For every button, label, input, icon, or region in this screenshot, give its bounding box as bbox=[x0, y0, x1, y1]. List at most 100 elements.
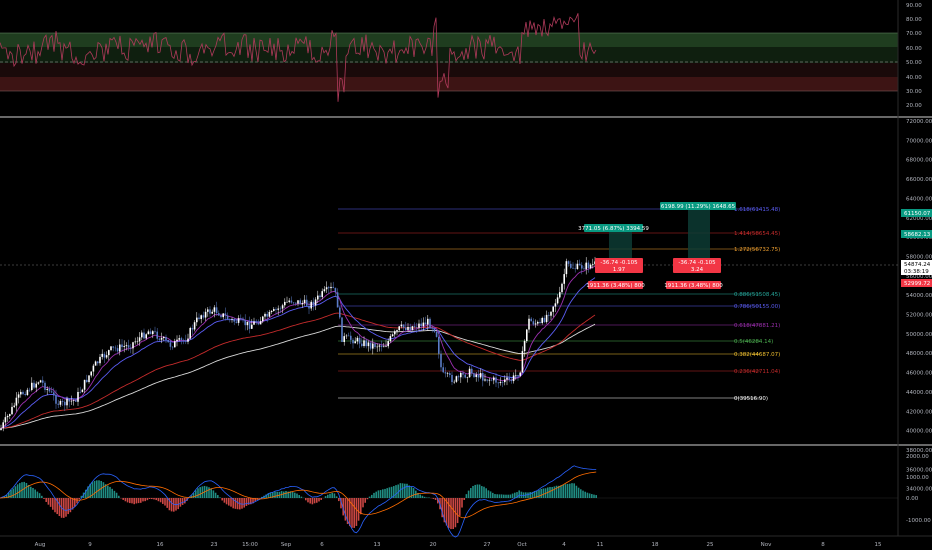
long-position-2-target-label[interactable]: 6198.99 (11.29%) 1648.65 bbox=[660, 202, 736, 210]
candle-body bbox=[488, 379, 491, 381]
macd-histogram-bar bbox=[492, 492, 494, 498]
fibonacci-extension[interactable]: 1.618(61415.48) 1.414(58654.45) 1.272(5673… bbox=[338, 207, 780, 402]
candle-body bbox=[163, 337, 165, 339]
candle-body bbox=[314, 299, 317, 306]
macd-histogram-bar bbox=[434, 498, 437, 500]
candle-body bbox=[251, 324, 253, 329]
macd-histogram-bar bbox=[305, 498, 307, 501]
macd-histogram-bar bbox=[146, 498, 149, 501]
candle-body bbox=[233, 318, 235, 322]
candle-body bbox=[567, 261, 570, 264]
candle-body bbox=[224, 313, 227, 316]
candle-body bbox=[334, 287, 337, 293]
candle-body bbox=[455, 376, 458, 382]
candle-body bbox=[578, 263, 581, 266]
time-axis[interactable]: Aug 9 16 23 15:00 Sep 6 13 20 27 Oct 4 11 18 25 Nov 8 15 bbox=[35, 542, 882, 548]
candle-body bbox=[2, 422, 4, 429]
price-pane[interactable]: 1.618(61415.48) 1.414(58654.45) 1.272(5673… bbox=[0, 202, 898, 432]
macd-histogram-bar bbox=[584, 491, 586, 498]
macd-histogram-bar bbox=[113, 490, 116, 498]
candle-body bbox=[530, 318, 532, 322]
price-axis[interactable]: 72000.00 70000.00 68000.00 66000.00 64000.00… bbox=[906, 119, 932, 493]
candle-body bbox=[323, 289, 326, 292]
macd-histogram-bar bbox=[349, 498, 351, 527]
long-position-2-profit-zone[interactable] bbox=[688, 206, 710, 265]
macd-histogram-bar bbox=[98, 480, 100, 498]
candle-body bbox=[231, 318, 233, 320]
candle-body bbox=[559, 292, 561, 298]
price-axis-label: 34000.00 bbox=[906, 487, 932, 493]
price-axis-label: 62000.00 bbox=[906, 216, 932, 222]
candle-body bbox=[72, 400, 75, 401]
candle-body bbox=[136, 341, 139, 343]
macd-histogram-bar bbox=[111, 488, 113, 498]
macd-histogram-bar bbox=[353, 498, 355, 528]
candle-body bbox=[154, 331, 156, 332]
fib-level-label: 0.886(51508.45) bbox=[734, 292, 780, 298]
macd-histogram-bar bbox=[195, 490, 197, 498]
candle-body bbox=[101, 353, 103, 357]
macd-histogram-bar bbox=[298, 495, 300, 498]
long-position-1-target-label[interactable]: 3771.05 (6.87%) 3394.59 bbox=[578, 224, 649, 232]
candle-body bbox=[343, 336, 345, 342]
candle-body bbox=[288, 300, 290, 302]
macd-histogram-bar bbox=[276, 491, 278, 498]
long-position-1-profit-zone[interactable] bbox=[609, 232, 632, 265]
macd-histogram-bar bbox=[404, 483, 406, 498]
macd-histogram-bar bbox=[531, 491, 534, 498]
position-1-pnl-label[interactable]: -36.74 -0.105 1.97 bbox=[595, 258, 643, 273]
macd-histogram-bar bbox=[76, 498, 78, 504]
candle-body bbox=[215, 307, 218, 314]
candle-body bbox=[86, 379, 88, 382]
candle-body bbox=[290, 300, 293, 303]
candle-body bbox=[501, 381, 504, 383]
ema-slow-line bbox=[0, 312, 596, 429]
macd-axis[interactable]: 2000.00 1000.00 0.00 -1000.00 bbox=[906, 454, 931, 524]
macd-histogram-bar bbox=[8, 492, 10, 498]
macd-histogram-bar bbox=[368, 496, 371, 498]
rsi-pane[interactable] bbox=[0, 13, 898, 102]
rsi-axis[interactable]: 90.00 80.00 70.00 60.00 50.00 40.00 30.00 20.00 bbox=[906, 3, 922, 109]
position-1-stop-label[interactable]: 1911.36 (3.48%) 800 bbox=[586, 281, 645, 289]
macd-histogram-bar bbox=[582, 490, 584, 498]
candle-body bbox=[297, 300, 299, 304]
candle-body bbox=[523, 341, 526, 352]
candle-body bbox=[574, 268, 576, 270]
macd-histogram-bar bbox=[351, 498, 353, 528]
candle-body bbox=[275, 309, 277, 310]
macd-histogram-bar bbox=[470, 488, 472, 498]
candle-body bbox=[402, 324, 405, 328]
macd-histogram-bar bbox=[566, 483, 569, 498]
macd-histogram-bar bbox=[518, 490, 520, 498]
candle-body bbox=[138, 337, 141, 342]
macd-histogram-bar bbox=[228, 498, 230, 506]
candle-body bbox=[147, 331, 150, 335]
macd-histogram-bar bbox=[483, 486, 485, 498]
candle-body bbox=[160, 338, 163, 340]
candle-body bbox=[587, 262, 590, 269]
macd-histogram-bar bbox=[456, 498, 459, 524]
macd-histogram-bar bbox=[395, 485, 397, 498]
position-2-stop-label[interactable]: 1911.36 (3.48%) 800 bbox=[664, 281, 723, 289]
candle-body bbox=[552, 306, 554, 312]
position-2-pnl-label[interactable]: -36.74 -0.105 3.24 bbox=[673, 258, 721, 273]
price-axis-label: 40000.00 bbox=[906, 429, 932, 435]
candle-body bbox=[105, 355, 108, 358]
candle-body bbox=[174, 341, 176, 348]
candle-body bbox=[583, 268, 585, 270]
candle-body bbox=[112, 346, 114, 348]
candle-body bbox=[97, 361, 99, 364]
candle-body bbox=[420, 323, 422, 327]
macd-histogram-bar bbox=[507, 494, 509, 498]
macd-histogram-bar bbox=[472, 485, 474, 498]
macd-histogram-bar bbox=[100, 480, 102, 498]
candle-body bbox=[449, 373, 451, 375]
candle-body bbox=[539, 321, 541, 324]
macd-histogram-bar bbox=[87, 486, 89, 498]
macd-histogram-bar bbox=[476, 484, 479, 498]
macd-pane[interactable] bbox=[0, 465, 898, 538]
macd-histogram-bar bbox=[366, 498, 369, 500]
candle-body bbox=[4, 417, 7, 423]
candle-body bbox=[103, 353, 106, 358]
